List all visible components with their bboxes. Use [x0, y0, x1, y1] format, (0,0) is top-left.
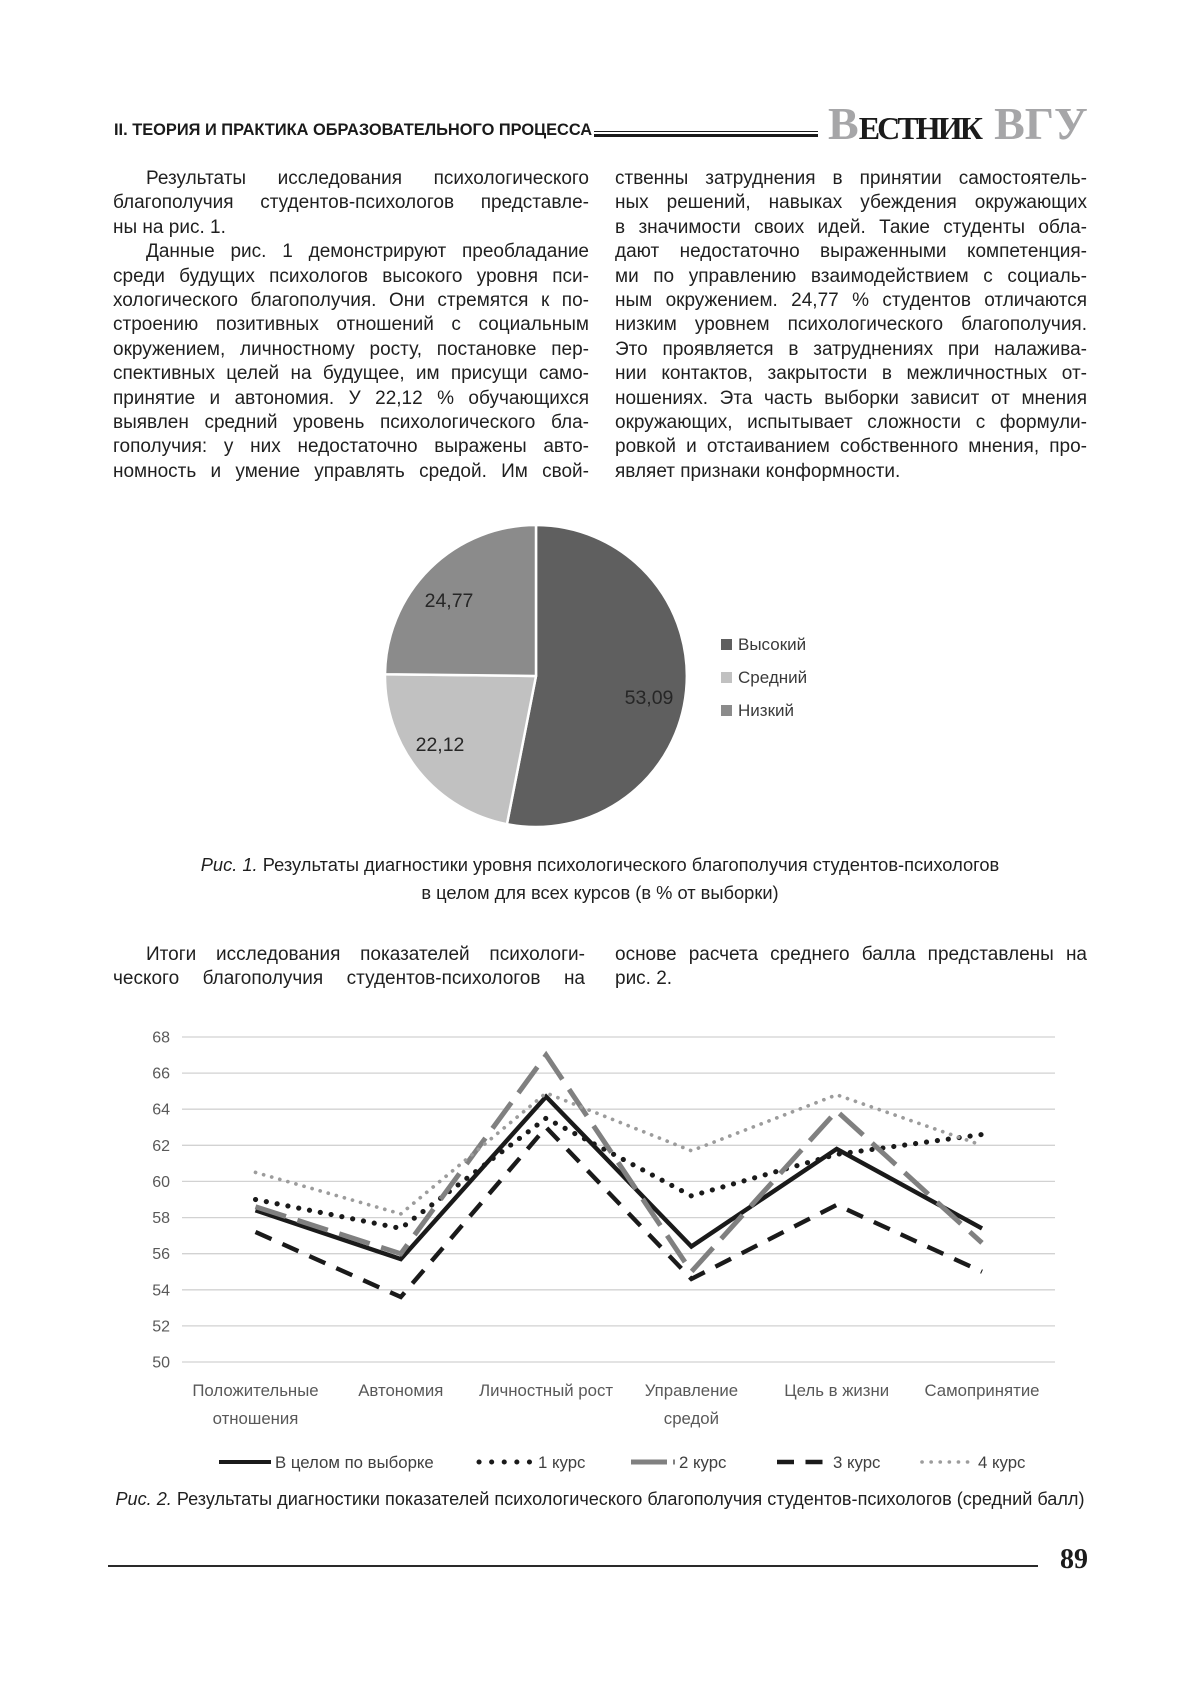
svg-text:В целом по выборке: В целом по выборке [275, 1453, 434, 1472]
svg-text:62: 62 [152, 1138, 170, 1155]
svg-text:2 курс: 2 курс [679, 1453, 726, 1472]
svg-text:24,77: 24,77 [425, 590, 474, 612]
svg-text:64: 64 [152, 1102, 170, 1119]
svg-text:отношения: отношения [213, 1409, 299, 1428]
svg-text:53,09: 53,09 [625, 687, 674, 709]
svg-text:52: 52 [152, 1318, 170, 1335]
svg-text:3 курс: 3 курс [833, 1453, 880, 1472]
svg-text:Автономия: Автономия [358, 1381, 443, 1400]
svg-text:Средний: Средний [738, 668, 807, 687]
svg-text:4 курс: 4 курс [978, 1453, 1025, 1472]
svg-text:68: 68 [152, 1030, 170, 1047]
svg-text:56: 56 [152, 1246, 170, 1263]
svg-text:1 курс: 1 курс [538, 1453, 585, 1472]
svg-text:58: 58 [152, 1210, 170, 1227]
svg-text:Управление: Управление [645, 1381, 738, 1400]
svg-text:средой: средой [664, 1409, 719, 1428]
svg-text:Личностный рост: Личностный рост [479, 1381, 613, 1400]
svg-text:Самопринятие: Самопринятие [924, 1381, 1039, 1400]
svg-text:54: 54 [152, 1282, 170, 1299]
svg-text:Цель в жизни: Цель в жизни [784, 1381, 889, 1400]
svg-text:Низкий: Низкий [738, 701, 794, 720]
svg-text:Положительные: Положительные [192, 1381, 318, 1400]
svg-text:60: 60 [152, 1174, 170, 1191]
svg-text:50: 50 [152, 1355, 170, 1372]
svg-text:Высокий: Высокий [738, 635, 806, 654]
svg-text:22,12: 22,12 [416, 734, 465, 756]
svg-text:66: 66 [152, 1066, 170, 1083]
